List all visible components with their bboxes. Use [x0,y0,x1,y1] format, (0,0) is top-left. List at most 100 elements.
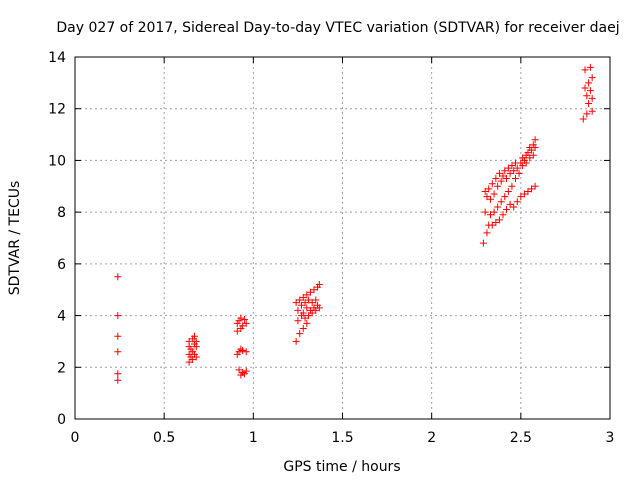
data-point [508,162,516,170]
data-point [510,203,518,211]
data-point [519,162,527,170]
data-point [114,376,122,384]
data-point [581,84,589,92]
data-point [513,164,521,172]
data-point [501,167,509,175]
data-point [510,167,518,175]
x-tick-label: 1 [249,430,258,446]
data-point [526,154,534,162]
data-point [586,87,594,95]
data-point [294,317,302,325]
x-axis: 0 0.5 1 1.5 2 2.5 3 [71,57,615,446]
data-point [294,306,302,314]
data-point [479,239,487,247]
data-point [488,180,496,188]
data-point [529,151,537,159]
x-tick-label: 1.5 [331,430,353,446]
data-point [315,304,323,312]
data-point [301,299,309,307]
data-point [299,325,307,332]
data-point [515,169,523,177]
data-point [585,100,593,108]
data-point [531,182,539,190]
data-point [192,353,200,361]
data-point [495,216,503,224]
x-tick-label: 3 [606,430,615,446]
data-point [303,291,311,299]
data-point [301,314,309,322]
data-point [508,182,516,190]
x-axis-label: GPS time / hours [283,459,400,475]
y-axis: 0 2 4 6 8 10 12 14 [48,50,610,428]
data-point [310,286,318,294]
data-point [481,208,489,216]
data-point [239,346,247,354]
data-point [114,273,122,281]
data-point [299,293,307,301]
data-point [305,296,313,304]
data-point [503,206,511,214]
y-tick-label: 10 [48,153,66,169]
data-point [531,136,539,144]
data-point [303,304,311,312]
data-point [233,327,241,335]
data-point [312,296,320,304]
y-tick-label: 8 [57,205,66,221]
data-point [511,175,519,183]
data-point [240,315,248,323]
data-point [520,190,528,198]
data-point [114,348,122,356]
data-point [303,319,311,327]
data-point [485,185,493,193]
data-point [114,312,122,320]
data-point [312,306,320,314]
data-point [481,187,489,195]
data-point [239,322,247,330]
data-point [487,211,495,219]
data-point [492,218,500,226]
data-point [528,185,536,193]
data-point [306,288,314,296]
data-point [490,208,498,216]
data-point [588,74,596,82]
data-point [494,182,502,190]
data-point [492,175,500,183]
data-point [190,332,198,340]
y-tick-label: 14 [48,50,66,66]
data-point [292,337,300,345]
data-point [524,149,532,157]
data-point [583,110,591,118]
data-point [497,177,505,185]
data-point [114,370,122,378]
grid-lines [75,57,610,419]
y-tick-label: 6 [57,257,66,273]
data-point [503,175,511,183]
data-point [242,367,250,375]
data-point [522,159,530,167]
data-point [499,172,507,180]
data-point [296,296,304,304]
data-point [499,211,507,219]
data-point [242,319,250,327]
data-point [189,356,197,364]
data-point [528,146,536,154]
y-axis-label: SDTVAR / TECUs [7,181,23,296]
y-tick-label: 12 [48,102,66,118]
y-tick-label: 2 [57,360,66,376]
data-point [501,193,509,201]
data-point [497,198,505,206]
data-point [315,281,323,289]
data-point [237,345,245,353]
data-point [495,169,503,177]
data-point [490,190,498,198]
y-tick-label: 0 [57,412,66,428]
data-point [513,198,521,206]
data-point [239,368,247,376]
data-point [487,195,495,203]
data-point [504,187,512,195]
data-point [494,203,502,211]
x-tick-label: 2.5 [510,430,532,446]
data-point [114,332,122,340]
data-point [483,229,491,237]
data-point [579,115,587,123]
